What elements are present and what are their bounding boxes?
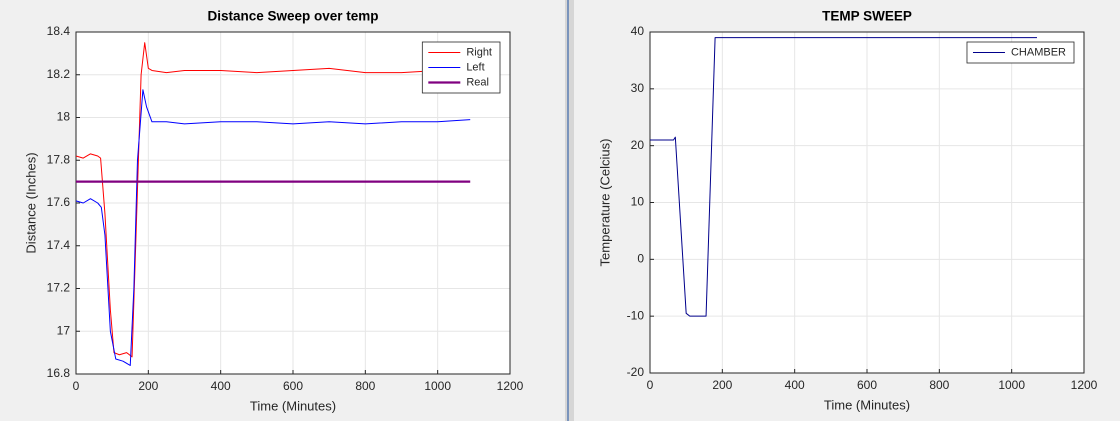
data-line: [650, 37, 1037, 317]
y-tick-label: -10: [627, 308, 645, 322]
panel-divider[interactable]: [565, 0, 574, 421]
x-tick-label: 0: [647, 378, 654, 392]
plot-lines: [650, 37, 1037, 317]
x-tick-label: 200: [712, 378, 732, 392]
x-tick-label: 1000: [424, 379, 451, 393]
y-tick-label: 30: [631, 81, 645, 95]
y-tick-label: 17.2: [47, 281, 71, 295]
chart-title: Distance Sweep over temp: [207, 9, 378, 24]
plot-lines: [75, 42, 471, 366]
y-tick-label: 20: [631, 138, 645, 152]
y-axis-label: Distance (Inches): [23, 152, 38, 253]
y-tick-label: 18.4: [47, 24, 71, 38]
x-tick-label: 0: [73, 379, 80, 393]
x-axis-label: Time (Minutes): [824, 397, 910, 412]
axes-box: [75, 31, 511, 375]
x-tick-label: 800: [929, 378, 949, 392]
legend-label: Right: [466, 46, 492, 58]
y-tick-label: 18.2: [47, 67, 71, 81]
y-tick-label: -20: [627, 365, 645, 379]
axes-box: [649, 31, 1085, 374]
data-line: [75, 89, 471, 366]
y-tick-label: 17.6: [47, 195, 71, 209]
y-tick-label: 17.8: [47, 152, 71, 166]
x-tick-label: 600: [283, 379, 303, 393]
x-tick-label: 600: [857, 378, 877, 392]
y-tick-label: 18: [57, 110, 71, 124]
y-tick-label: 10: [631, 195, 645, 209]
legend: CHAMBER: [966, 41, 1075, 64]
y-tick-label: 40: [631, 24, 645, 38]
x-tick-label: 800: [355, 379, 375, 393]
legend-label: Left: [466, 61, 484, 73]
x-tick-label: 200: [138, 379, 158, 393]
x-tick-label: 400: [785, 378, 805, 392]
x-tick-label: 400: [211, 379, 231, 393]
chart: TEMP SWEEP 0 200 400 600 800 1000 1200 -20 -10 0 10…: [597, 9, 1097, 413]
y-tick-label: 17.4: [47, 238, 71, 252]
x-tick-label: 1200: [1071, 378, 1098, 392]
y-tick-label: 17: [57, 323, 71, 337]
x-tick-label: 1200: [497, 379, 524, 393]
legend-box: [966, 41, 1075, 64]
legend: Right Left Real: [421, 41, 501, 94]
chart: Distance Sweep over temp 0 200 400 600 800 100…: [23, 9, 523, 414]
y-tick-label: 0: [637, 252, 644, 266]
y-axis-label: Temperature (Celcius): [597, 139, 612, 267]
legend-label: CHAMBER: [1011, 46, 1066, 58]
x-tick-label: 1000: [998, 378, 1025, 392]
legend-label: Real: [466, 76, 489, 88]
x-axis-label: Time (Minutes): [250, 398, 336, 413]
data-line: [75, 42, 469, 358]
chart-title: TEMP SWEEP: [822, 9, 912, 24]
y-tick-label: 16.8: [47, 366, 71, 380]
